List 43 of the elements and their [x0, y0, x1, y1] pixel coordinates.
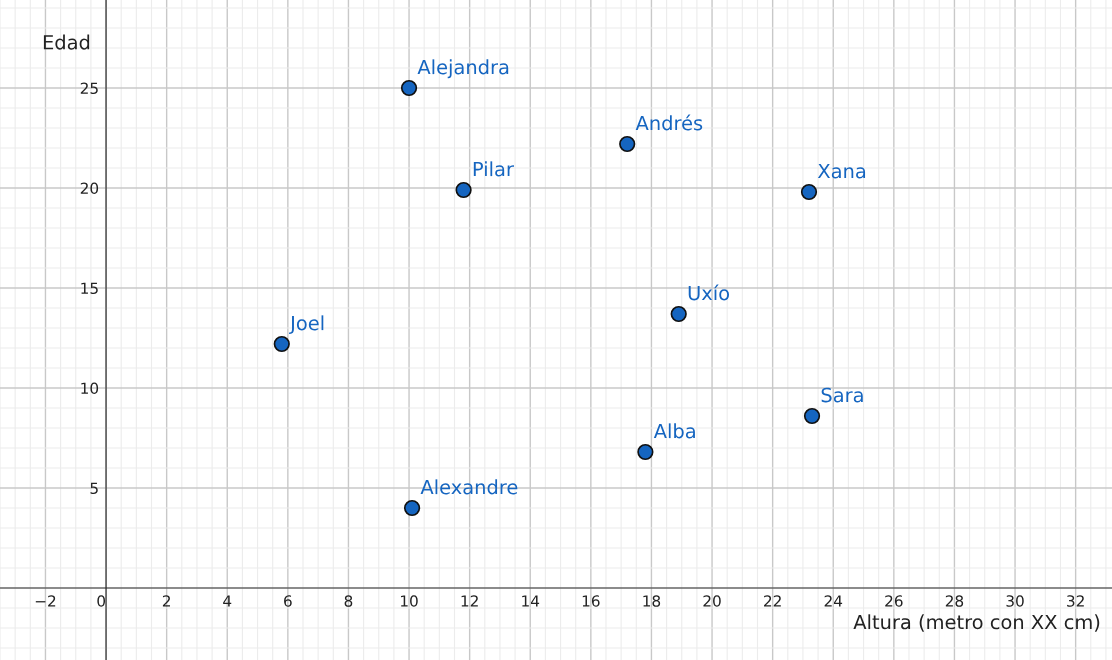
- x-tick-label: 30: [1006, 595, 1024, 607]
- x-tick-label: 10: [401, 595, 418, 607]
- x-tick-label: 8: [344, 595, 353, 607]
- x-tick-label: 4: [223, 595, 232, 607]
- annotation: Sara: [821, 387, 863, 403]
- annotation: Uxío: [688, 284, 730, 301]
- annotation: Alexandre: [420, 479, 518, 495]
- y-tick-label: 15: [81, 282, 98, 295]
- point: [803, 407, 821, 425]
- x-tick-label: 32: [1067, 595, 1084, 607]
- y-tick-label: 20: [80, 182, 99, 195]
- point: [637, 443, 654, 461]
- annotation: Joel: [289, 315, 324, 334]
- x-tick-label: 18: [643, 595, 661, 607]
- annotation: Andrés: [635, 114, 703, 131]
- point: [800, 183, 818, 201]
- point: [403, 499, 421, 517]
- x-tick-label: 16: [582, 595, 600, 607]
- annotation: Xana: [817, 163, 866, 179]
- x-axis-title: Altura (metro con XX cm): [853, 614, 1100, 632]
- y-tick-label: 10: [81, 382, 99, 395]
- x-tick-label: 12: [461, 595, 478, 607]
- x-tick-label: 28: [945, 595, 964, 607]
- x-tick-label: 22: [764, 595, 781, 607]
- point: [455, 181, 472, 199]
- x-tick-label: −2: [35, 595, 56, 607]
- point: [619, 135, 636, 153]
- x-tick-label: 0: [97, 595, 106, 607]
- x-tick-label: 14: [522, 595, 540, 607]
- y-axis-title: Edad: [43, 34, 90, 50]
- point: [670, 305, 687, 323]
- x-tick-label: 2: [162, 595, 170, 607]
- x-tick-label: 26: [885, 595, 903, 607]
- annotation: Alba: [653, 423, 695, 439]
- y-tick-label: 5: [90, 482, 98, 495]
- x-tick-label: 6: [284, 595, 292, 607]
- annotation: Alejandra: [417, 59, 509, 79]
- y-tick-label: 25: [80, 82, 98, 95]
- point: [273, 335, 290, 353]
- point: [400, 79, 418, 97]
- x-tick-label: 24: [824, 595, 843, 607]
- annotation: Pilar: [473, 161, 514, 177]
- x-tick-label: 20: [703, 595, 721, 607]
